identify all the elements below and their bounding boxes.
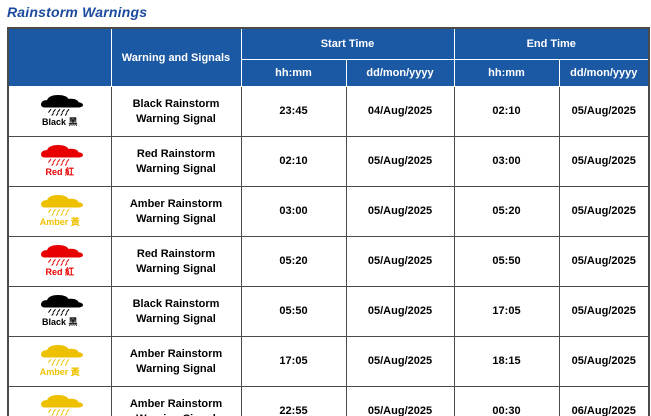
rain-cloud-icon [40,395,83,416]
signal-icon-label: Red 紅 [45,267,74,278]
amber-rainstorm-icon: Amber 黃 [9,344,111,378]
start-time-hhmm-cell: 02:10 [240,136,347,187]
start-time-date-cell: 05/Aug/2025 [345,386,455,416]
header-warning-and-signals: Warning and Signals [110,27,242,87]
header-end-date: dd/mon/yyyy [558,59,650,87]
end-time-hhmm-cell: 02:10 [453,86,560,137]
rain-cloud-icon [40,95,83,117]
end-time-hhmm-cell: 17:05 [453,286,560,337]
start-time-hhmm-cell: 22:55 [240,386,347,416]
signal-name-cell: Red Rainstorm Warning Signal [110,136,242,187]
amber-rainstorm-icon: Amber 黃 [9,194,111,228]
signal-name-cell: Red Rainstorm Warning Signal [110,236,242,287]
end-time-hhmm-cell: 03:00 [453,136,560,187]
red-rainstorm-icon: Red 紅 [9,244,111,278]
end-time-date-cell: 05/Aug/2025 [558,236,650,287]
rain-cloud-icon [40,195,83,217]
rain-cloud-icon [40,145,83,167]
page-title: Rainstorm Warnings [7,4,148,20]
signal-name-cell: Black Rainstorm Warning Signal [110,286,242,337]
end-time-hhmm-cell: 05:50 [453,236,560,287]
header-blank-cell [7,27,112,87]
end-time-date-cell: 05/Aug/2025 [558,186,650,237]
end-time-hhmm-cell: 00:30 [453,386,560,416]
start-time-hhmm-cell: 17:05 [240,336,347,387]
end-time-hhmm-cell: 05:20 [453,186,560,237]
end-time-date-cell: 06/Aug/2025 [558,386,650,416]
signal-icon-label: Black 黑 [41,317,78,328]
table-row: Red 紅 Red Rainstorm Warning Signal 02:10… [7,136,650,187]
end-time-date-cell: 05/Aug/2025 [558,86,650,137]
rain-cloud-icon [40,295,83,317]
header-start-date: dd/mon/yyyy [345,59,455,87]
end-time-date-cell: 05/Aug/2025 [558,336,650,387]
start-time-hhmm-cell: 23:45 [240,86,347,137]
amber-rainstorm-icon: Amber 黃 [9,394,111,416]
black-rainstorm-icon: Black 黑 [9,294,111,328]
start-time-date-cell: 04/Aug/2025 [345,86,455,137]
table-row: Amber 黃 Amber Rainstorm Warning Signal 2… [7,386,650,416]
end-time-hhmm-cell: 18:15 [453,336,560,387]
header-start-hhmm: hh:mm [240,59,347,87]
start-time-date-cell: 05/Aug/2025 [345,186,455,237]
rain-cloud-icon [40,245,83,267]
start-time-date-cell: 05/Aug/2025 [345,236,455,287]
signal-name-cell: Amber Rainstorm Warning Signal [110,386,242,416]
table-row: Amber 黃 Amber Rainstorm Warning Signal 1… [7,336,650,387]
signal-icon-label: Amber 黃 [39,367,80,378]
signal-icon-label: Red 紅 [45,167,74,178]
end-time-date-cell: 05/Aug/2025 [558,136,650,187]
start-time-date-cell: 05/Aug/2025 [345,136,455,187]
header-end-time: End Time [453,27,650,60]
table-row: Black 黑 Black Rainstorm Warning Signal 0… [7,286,650,337]
rain-cloud-icon [40,345,83,367]
warnings-table-body: Black 黑 Black Rainstorm Warning Signal 2… [7,86,650,416]
signal-icon-label: Amber 黃 [39,217,80,228]
table-row: Red 紅 Red Rainstorm Warning Signal 05:20… [7,236,650,287]
signal-name-cell: Black Rainstorm Warning Signal [110,86,242,137]
end-time-date-cell: 05/Aug/2025 [558,286,650,337]
header-start-time: Start Time [240,27,455,60]
signal-icon-label: Black 黑 [41,117,78,128]
start-time-hhmm-cell: 03:00 [240,186,347,237]
signal-name-cell: Amber Rainstorm Warning Signal [110,336,242,387]
start-time-hhmm-cell: 05:20 [240,236,347,287]
rainstorm-warnings-table: Warning and Signals Start Time End Time … [7,27,650,416]
table-row: Amber 黃 Amber Rainstorm Warning Signal 0… [7,186,650,237]
table-header: Warning and Signals Start Time End Time … [7,27,650,87]
start-time-date-cell: 05/Aug/2025 [345,286,455,337]
header-end-hhmm: hh:mm [453,59,560,87]
red-rainstorm-icon: Red 紅 [9,144,111,178]
start-time-date-cell: 05/Aug/2025 [345,336,455,387]
table-row: Black 黑 Black Rainstorm Warning Signal 2… [7,86,650,137]
signal-name-cell: Amber Rainstorm Warning Signal [110,186,242,237]
black-rainstorm-icon: Black 黑 [9,94,111,128]
start-time-hhmm-cell: 05:50 [240,286,347,337]
